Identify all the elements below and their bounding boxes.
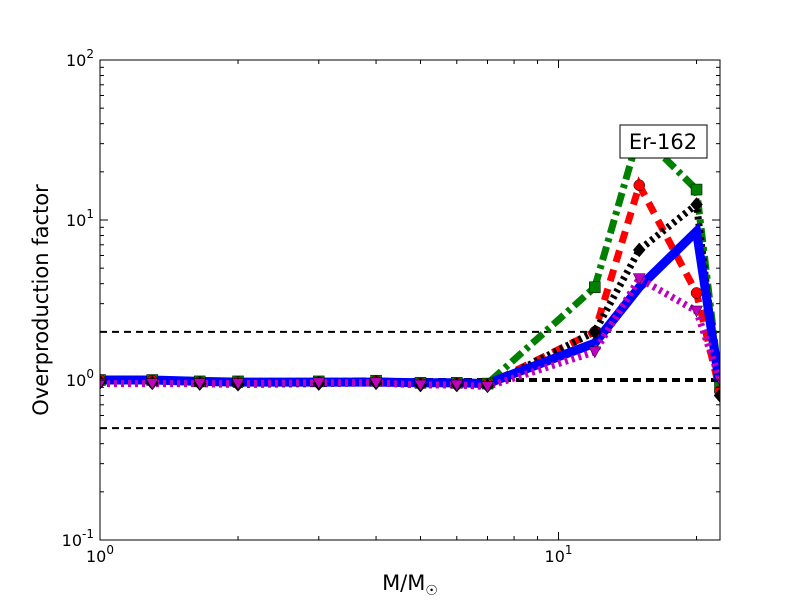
series-2-marker-9 [588, 324, 602, 340]
series-4-marker-10 [632, 273, 646, 286]
series-4-marker-3 [231, 378, 245, 391]
y-tick-label: 100 [66, 367, 94, 390]
series-2-marker-11 [690, 197, 703, 212]
series-4-marker-2 [193, 378, 207, 391]
series-4-marker-6 [414, 379, 427, 392]
series-1-marker-10 [633, 179, 646, 191]
series-4-marker-1 [145, 378, 159, 391]
series-1-marker-11 [690, 287, 703, 299]
series-2-marker-10 [632, 242, 646, 258]
x-axis-label-subscript: ☉ [425, 583, 438, 599]
x-axis-label: M/M☉ [382, 571, 438, 599]
series-4-marker-9 [588, 346, 602, 359]
series-4-marker-0 [100, 378, 107, 391]
series-4-marker-7 [450, 379, 464, 392]
plot-background [100, 60, 720, 540]
y-axis-label: Overproduction factor [29, 184, 53, 416]
y-tick-label: 10-1 [62, 527, 94, 550]
x-axis-label-main: M/M [382, 571, 425, 595]
series-4-marker-8 [481, 381, 494, 394]
series-4-marker-4 [312, 377, 326, 390]
annotation-box: Er-162 [619, 124, 708, 159]
series-4-marker-5 [369, 377, 383, 390]
x-tick-label: 100 [86, 543, 114, 566]
y-tick-label: 102 [66, 47, 94, 70]
plot-frame [99, 59, 721, 541]
series-0-marker-11 [690, 183, 703, 196]
reference-lines [100, 330, 720, 430]
y-tick-label: 101 [66, 207, 94, 230]
series-4-marker-11 [690, 305, 703, 318]
x-tick-label: 101 [545, 543, 573, 566]
series-0-marker-9 [589, 281, 601, 293]
annotation-label: Er-162 [629, 130, 697, 154]
